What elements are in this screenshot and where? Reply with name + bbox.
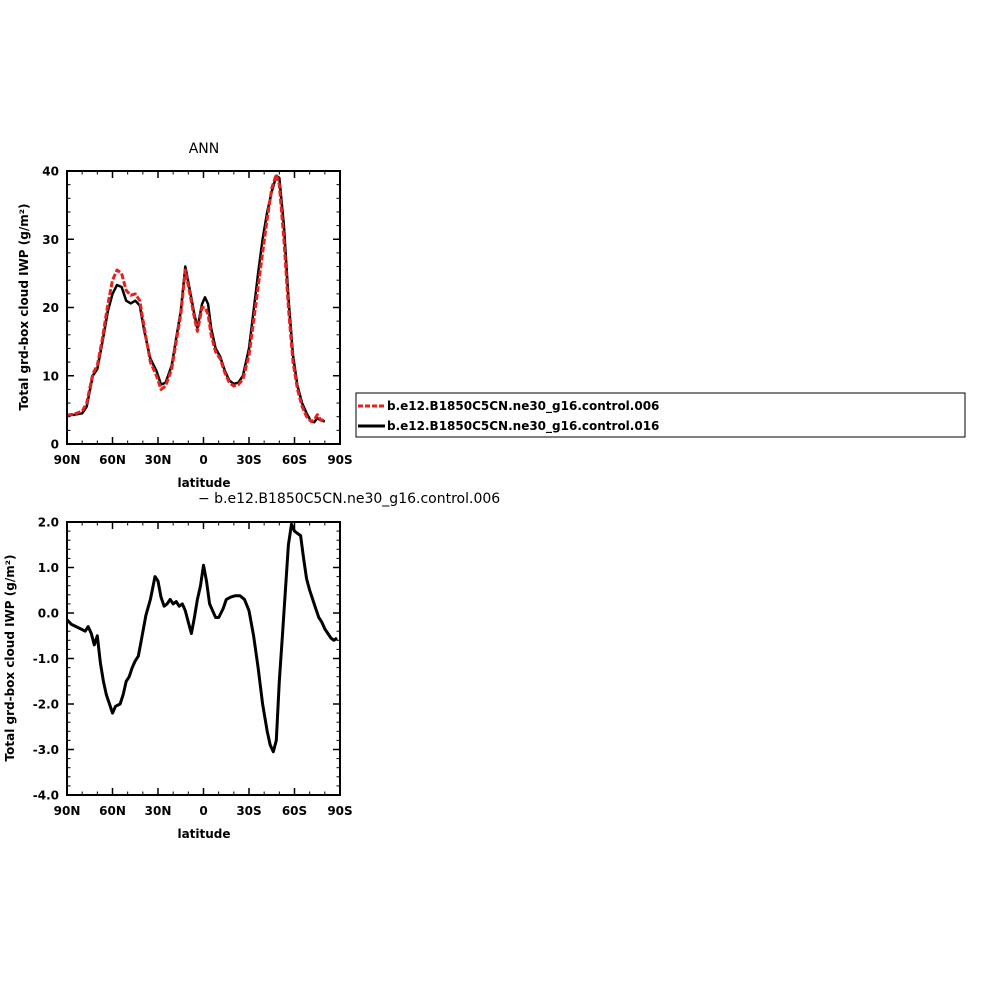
top-x-tick-label: 0 — [199, 453, 207, 467]
top-x-tick-label: 30N — [145, 453, 172, 467]
legend-label-016: b.e12.B1850C5CN.ne30_g16.control.016 — [387, 419, 659, 434]
bottom-series-line-0 — [65, 522, 338, 754]
bottom-x-tick-label: 30N — [145, 804, 172, 818]
top-x-tick-label: 30S — [236, 453, 261, 467]
top-x-axis-title: latitude — [177, 476, 230, 490]
bottom-y-tick-label: -3.0 — [33, 743, 59, 757]
bottom-y-tick-label: -2.0 — [33, 698, 59, 712]
top-y-tick-label: 10 — [42, 369, 59, 383]
bottom-x-tick-label: 90N — [54, 804, 81, 818]
top-data-lines — [66, 172, 326, 424]
top-plot-frame — [66, 170, 341, 445]
bottom-x-tick-label: 0 — [199, 804, 207, 818]
top-x-tick-label: 90S — [327, 453, 352, 467]
legend: b.e12.B1850C5CN.ne30_g16.control.006 b.e… — [355, 392, 966, 438]
bottom-x-axis-title: latitude — [177, 827, 230, 841]
top-y-tick-label: 20 — [42, 301, 59, 315]
bottom-panel: − b.e12.B1850C5CN.ne30_g16.control.006 9… — [3, 491, 500, 841]
top-axis-ticks: 90N 60N 30N 0 30S 60S 90S 0 10 20 30 40 — [42, 165, 352, 468]
top-x-tick-label: 60S — [282, 453, 307, 467]
bottom-y-tick-label: -1.0 — [33, 652, 59, 666]
bottom-y-tick-label: -4.0 — [33, 789, 59, 803]
top-y-tick-label: 30 — [42, 233, 59, 247]
bottom-x-tick-label: 60S — [282, 804, 307, 818]
bottom-y-tick-label: 2.0 — [38, 516, 59, 530]
bottom-y-axis-title: Total grd-box cloud IWP (g/m²) — [3, 555, 17, 762]
top-x-tick-label: 90N — [54, 453, 81, 467]
bottom-x-tick-label: 60N — [99, 804, 126, 818]
top-panel: ANN 90N 60N 30N 0 30S 60S 90S 0 10 20 30 40 latitud… — [17, 141, 353, 490]
bottom-y-tick-label: 1.0 — [38, 561, 59, 575]
bottom-x-tick-label: 90S — [327, 804, 352, 818]
top-panel-title: ANN — [189, 141, 220, 157]
bottom-panel-title: − b.e12.B1850C5CN.ne30_g16.control.006 — [198, 491, 500, 507]
top-series-line-0 — [66, 172, 326, 423]
legend-label-006: b.e12.B1850C5CN.ne30_g16.control.006 — [387, 399, 659, 414]
bottom-x-tick-label: 30S — [236, 804, 261, 818]
bottom-data-lines — [65, 522, 338, 754]
top-y-tick-label: 40 — [42, 165, 59, 179]
bottom-plot-frame — [66, 521, 341, 796]
top-y-axis-title: Total grd-box cloud IWP (g/m²) — [17, 204, 31, 411]
bottom-y-tick-label: 0.0 — [38, 607, 59, 621]
top-y-tick-label: 0 — [51, 438, 59, 452]
top-series-line-1 — [66, 174, 326, 424]
legend-box — [355, 392, 966, 438]
top-x-tick-label: 60N — [99, 453, 126, 467]
